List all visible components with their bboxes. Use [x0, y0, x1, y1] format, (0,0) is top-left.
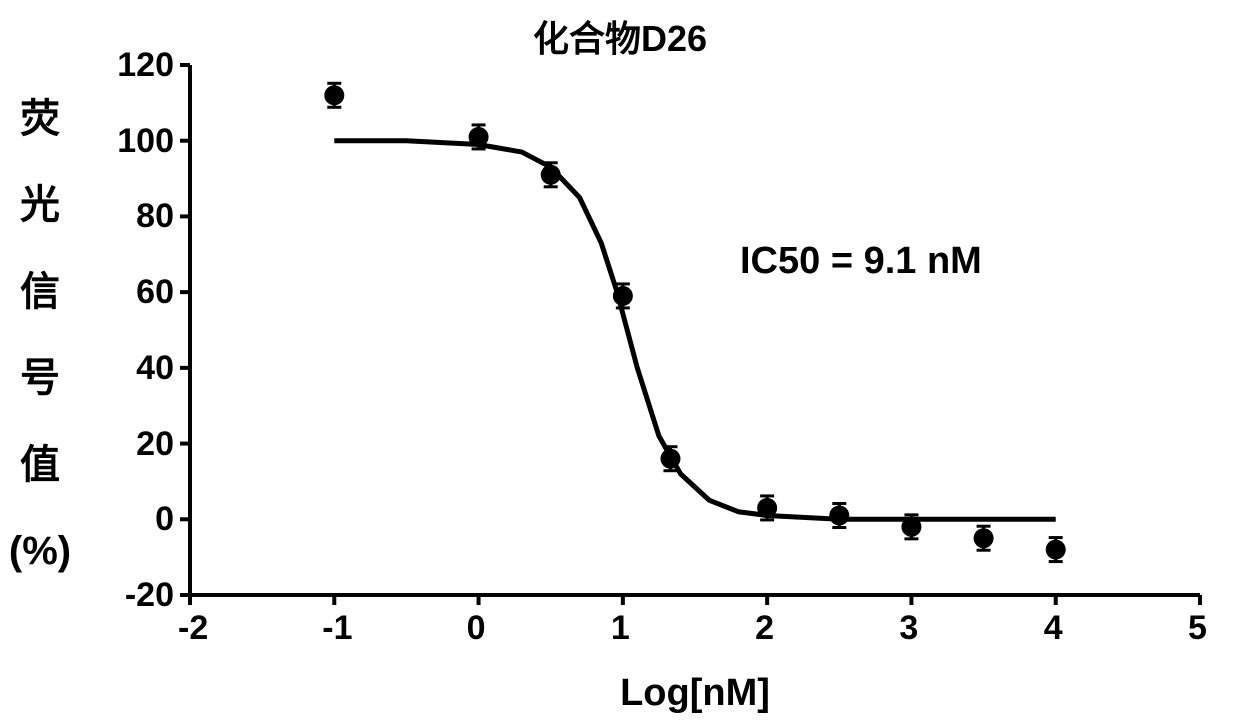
ytick-label: 80 — [136, 197, 174, 236]
xtick-label: 1 — [611, 609, 630, 648]
ytick-label: 20 — [136, 425, 174, 464]
chart-container: 化合物D26 荧光信号值(%) Log[nM] IC50 = 9.1 nM -2… — [0, 0, 1240, 723]
ytick-label: 60 — [136, 273, 174, 312]
ytick-label: 0 — [155, 500, 174, 539]
xtick-label: 0 — [467, 609, 486, 648]
ytick-label: 100 — [117, 122, 174, 161]
xtick-label: 2 — [755, 609, 774, 648]
xtick-label: 5 — [1188, 609, 1207, 648]
xtick-label: -2 — [178, 609, 208, 648]
ytick-label: -20 — [125, 576, 174, 615]
xtick-label: 4 — [1044, 609, 1063, 648]
ytick-label: 120 — [117, 46, 174, 85]
ytick-label: 40 — [136, 349, 174, 388]
xtick-label: 3 — [899, 609, 918, 648]
xtick-label: -1 — [322, 609, 352, 648]
